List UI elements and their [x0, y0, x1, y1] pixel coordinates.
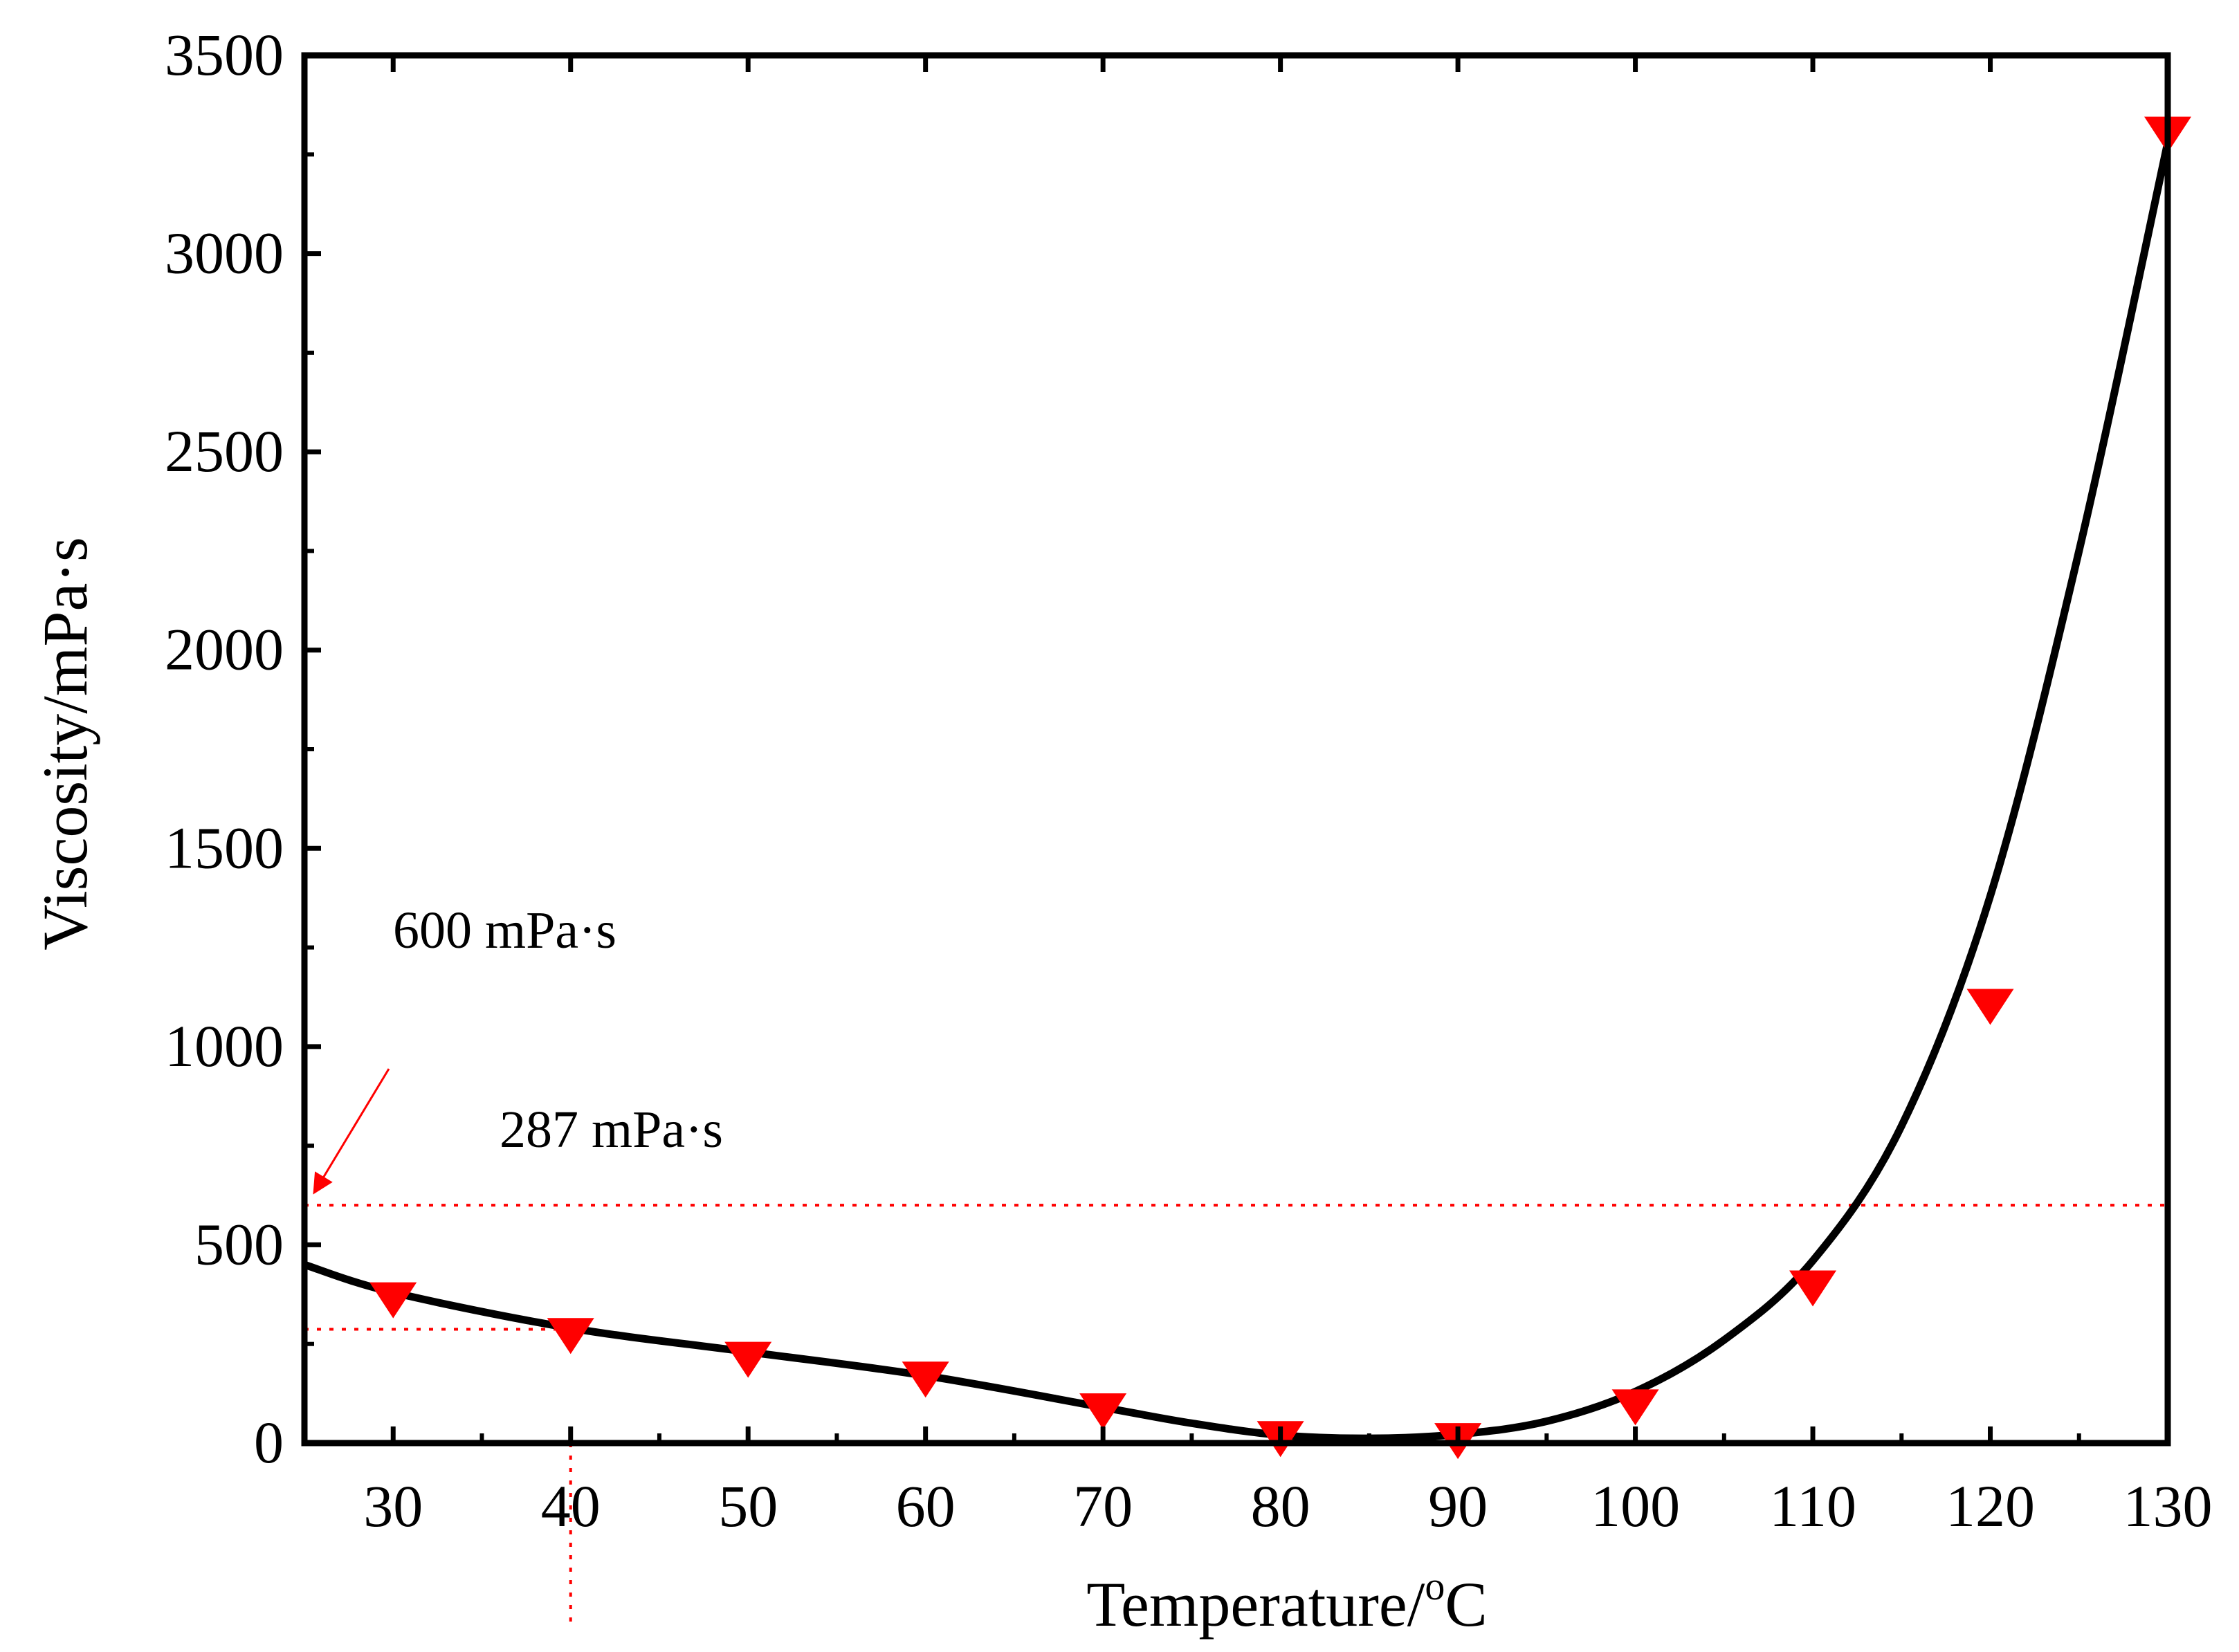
fitted-curve-line: [303, 141, 2172, 1442]
data-point-40: [547, 1318, 594, 1355]
annotation-arrow: [313, 1068, 390, 1195]
x-tick-label-120: 120: [1946, 1473, 2035, 1539]
data-point-120: [1966, 989, 2014, 1025]
data-point-50: [724, 1341, 772, 1378]
y-tick-label-500: 500: [194, 1211, 284, 1277]
data-point-70: [1079, 1393, 1127, 1430]
data-point-100: [1611, 1389, 1659, 1426]
y-tick-label-1500: 1500: [165, 814, 284, 881]
y-tick-label-2000: 2000: [165, 616, 284, 683]
y-axis-title: Viscosity/mPa·s: [30, 537, 100, 951]
y-tick-label-3500: 3500: [165, 21, 284, 88]
x-tick-label-110: 110: [1769, 1473, 1856, 1539]
x-tick-label-80: 80: [1251, 1473, 1310, 1539]
y-tick-label-1000: 1000: [165, 1013, 284, 1079]
data-point-110: [1789, 1270, 1837, 1307]
x-axis-title-unit: C: [1445, 1569, 1487, 1640]
x-axis-title: Temperature/oC: [1086, 1563, 1487, 1640]
annotation-287: 287 mPa·s: [500, 1101, 723, 1159]
x-axis-title-text: Temperature/: [1086, 1569, 1425, 1640]
fitted-curve-layer: [303, 141, 2172, 1442]
y-tick-label-0: 0: [254, 1409, 284, 1476]
plot-frame: [301, 52, 2171, 1447]
x-tick-label-40: 40: [541, 1473, 601, 1539]
data-points-layer: [369, 116, 2191, 1460]
y-tick-label-3000: 3000: [165, 220, 284, 286]
reference-lines-layer: [304, 1204, 2168, 1623]
labels-layer: Temperature/oC Viscosity/mPa·s 600 mPa·s…: [30, 537, 1488, 1640]
x-tick-label-130: 130: [2123, 1473, 2213, 1539]
axes-layer: 30 40 50 60 70 80 90 100 110 120 130 0 500 1000 1500 20…: [165, 21, 2213, 1539]
x-axis-title-degree: o: [1425, 1563, 1445, 1608]
x-tick-label-100: 100: [1591, 1473, 1680, 1539]
x-tick-label-30: 30: [363, 1473, 423, 1539]
x-tick-label-90: 90: [1428, 1473, 1488, 1539]
data-point-60: [902, 1361, 949, 1398]
annotation-600: 600 mPa·s: [393, 901, 616, 960]
data-point-30: [369, 1282, 417, 1319]
x-tick-label-50: 50: [718, 1473, 778, 1539]
x-tick-label-70: 70: [1073, 1473, 1133, 1539]
y-tick-label-2500: 2500: [165, 418, 284, 484]
x-tick-label-60: 60: [896, 1473, 956, 1539]
